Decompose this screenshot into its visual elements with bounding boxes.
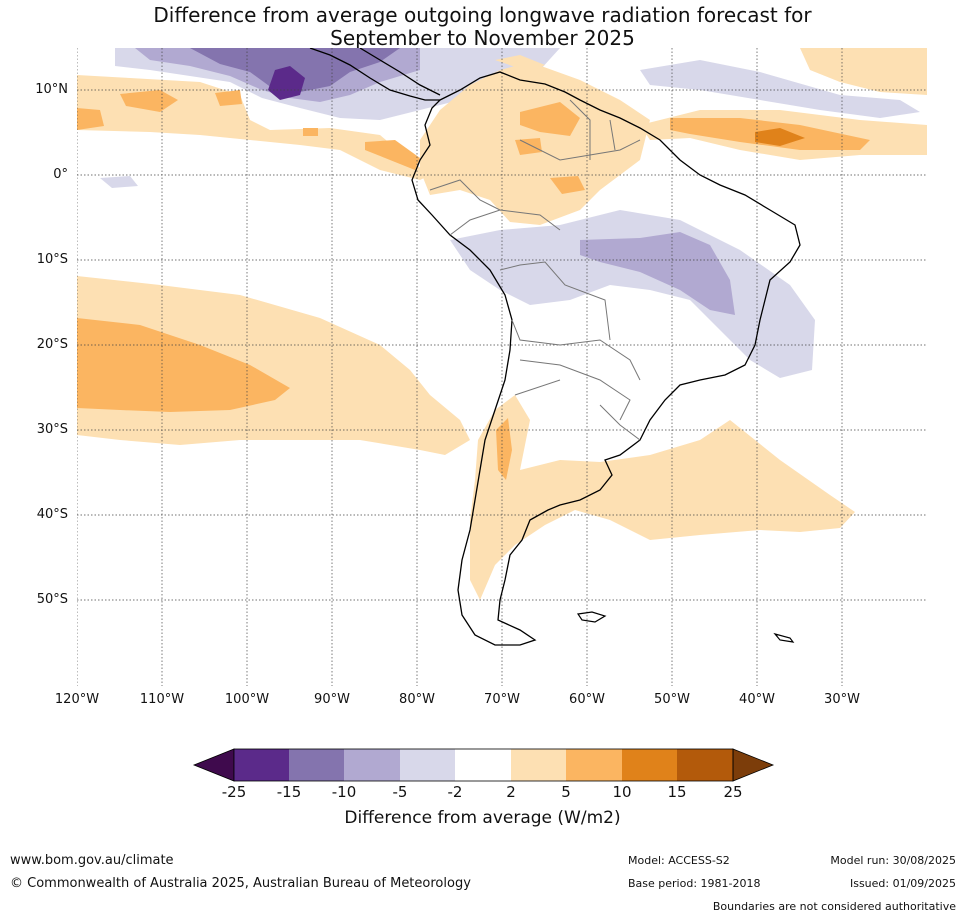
- anomaly-light-purple-atlantic-n: [640, 60, 920, 118]
- anomaly-light-orange-atlantic-n: [800, 48, 927, 95]
- colorbar-segment-8: [622, 749, 677, 781]
- title-line-2: September to November 2025: [330, 26, 635, 50]
- lon-label-40w: 40°W: [739, 692, 775, 707]
- lon-label-120w: 120°W: [54, 692, 100, 707]
- lat-label-0: 0°: [53, 167, 68, 182]
- lat-label-30s: 30°S: [36, 422, 68, 437]
- footer-model: Model: ACCESS-S2: [628, 854, 730, 867]
- lon-label-50w: 50°W: [654, 692, 690, 707]
- colorbar-arrow-right: [732, 748, 775, 782]
- anomaly-mid-orange-pacific-4: [365, 140, 420, 170]
- map-title: Difference from average outgoing longwav…: [0, 4, 965, 50]
- anomaly-mid-orange-guiana: [520, 102, 580, 136]
- colorbar-tick-5: -2: [447, 783, 463, 801]
- anomaly-mid-orange-se-pacific: [77, 318, 290, 412]
- colorbar-tick-6: 2: [506, 783, 516, 801]
- anomaly-mid-orange-pacific-5: [303, 128, 318, 136]
- anomaly-mid-orange-amazon: [550, 176, 585, 194]
- anomaly-mid-orange-pacific-1: [120, 90, 178, 112]
- colorbar-tick-10: 25: [723, 783, 743, 801]
- anomaly-mid-orange-amazon-2: [515, 138, 542, 155]
- lat-label-40s: 40°S: [36, 507, 68, 522]
- graticule: [77, 48, 927, 686]
- colorbar-segment-1: [234, 749, 289, 781]
- lon-label-90w: 90°W: [314, 692, 350, 707]
- lat-label-50s: 50°S: [36, 592, 68, 607]
- footer-model-run: Model run: 30/08/2025: [830, 854, 956, 867]
- footer-base-period: Base period: 1981-2018: [628, 877, 761, 890]
- colorbar-tick-1: -25: [221, 783, 247, 801]
- colorbar-title: Difference from average (W/m2): [344, 808, 621, 828]
- lon-label-80w: 80°W: [399, 692, 435, 707]
- colorbar-segment-6: [511, 749, 566, 781]
- anomaly-mid-orange-andes: [496, 418, 512, 480]
- footer-url[interactable]: www.bom.gov.au/climate: [10, 853, 174, 868]
- footer-disclaimer: Boundaries are not considered authoritat…: [712, 900, 956, 913]
- colorbar-segment-7: [566, 749, 622, 781]
- anomaly-darkest-purple-north: [268, 66, 305, 100]
- anomaly-light-purple-small: [100, 176, 138, 188]
- country-borders: [429, 99, 641, 441]
- falkland-islands: [576, 611, 607, 623]
- lon-label-100w: 100°W: [224, 692, 270, 707]
- lat-label-10s: 10°S: [36, 252, 68, 267]
- colorbar-segment-4: [400, 749, 455, 781]
- anomaly-light-orange-south-america: [470, 395, 855, 600]
- map-panel: [77, 48, 927, 686]
- colorbar-tick-8: 10: [612, 783, 632, 801]
- lon-label-70w: 70°W: [484, 692, 520, 707]
- colorbar-segment-5: [455, 749, 511, 781]
- anomaly-light-purple-brazil: [450, 210, 815, 378]
- colorbar-tick-7: 5: [561, 783, 571, 801]
- colorbar-arrow-left: [192, 748, 235, 782]
- colorbar-segment-3: [344, 749, 400, 781]
- lon-label-110w: 110°W: [139, 692, 185, 707]
- anomaly-mid-orange-pacific-2: [215, 90, 242, 106]
- footer-copyright: © Commonwealth of Australia 2025, Austra…: [10, 876, 471, 891]
- colorbar-tick-2: -15: [276, 783, 302, 801]
- south-america-coastline: [411, 71, 801, 646]
- anomaly-mid-orange-pacific-3: [77, 108, 104, 130]
- anomaly-mid-purple-brazil: [580, 232, 735, 315]
- title-line-1: Difference from average outgoing longwav…: [153, 3, 812, 27]
- colorbar-tick-4: -5: [392, 783, 408, 801]
- colorbar-tick-3: -10: [331, 783, 357, 801]
- anomaly-light-orange-caribbean: [495, 55, 545, 72]
- lat-label-20s: 20°S: [36, 337, 68, 352]
- lon-label-30w: 30°W: [824, 692, 860, 707]
- lon-label-60w: 60°W: [569, 692, 605, 707]
- central-america-coastline: [309, 48, 441, 101]
- footer-issued: Issued: 01/09/2025: [849, 877, 956, 890]
- south-georgia: [773, 632, 795, 643]
- colorbar-tick-9: 15: [667, 783, 687, 801]
- colorbar: [192, 748, 775, 782]
- colorbar-segment-9: [677, 749, 733, 781]
- colorbar-segment-2: [289, 749, 344, 781]
- lat-label-10n: 10°N: [35, 82, 68, 97]
- anomaly-dark-orange-atlantic-eq: [755, 128, 805, 146]
